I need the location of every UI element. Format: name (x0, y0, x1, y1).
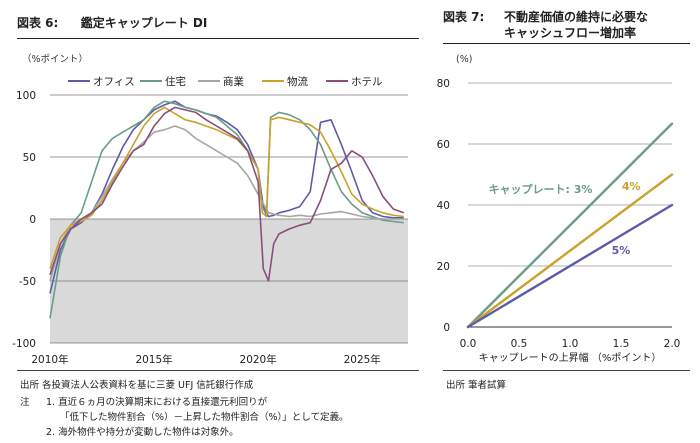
left-series-line-2 (49, 125, 404, 282)
right-figure-title-line2: キャッシュフロー増加率 (504, 26, 637, 40)
right-x-tick-label: 1.0 (562, 338, 579, 350)
right-figure-title-line1: 不動産価値の維持に必要な (504, 10, 649, 24)
left-figure-number: 図表 6: (17, 16, 59, 30)
left-source: 出所 各投資法人公表資料を基に三菱 UFJ 信託銀行作成 (20, 380, 254, 391)
left-note-label: 注 (20, 397, 30, 408)
legend-label-0: オフィス (93, 76, 135, 88)
left-y-tick-label: -100 (12, 338, 36, 350)
right-chart: (%) 0 20 40 60 80 0.0 0.5 1.0 1.5 2.0 キャップレート: 3… (437, 54, 681, 364)
left-note-1b: 「低下した物件割合（%）－上昇した物件割合（%）」として定義。 (60, 412, 349, 423)
right-series-line-0 (466, 122, 674, 329)
left-figure-title-text: 鑑定キャップレート DI (80, 16, 208, 30)
left-footer-rule (17, 370, 419, 371)
right-unit-label: (%) (456, 54, 472, 65)
right-series-group (466, 122, 674, 329)
left-note-2: 2. 海外物件や持分が変動した物件は対象外。 (46, 427, 239, 438)
left-y-tick-label: 50 (23, 152, 36, 164)
left-unit-label: （%ポイント） (22, 53, 88, 65)
right-source: 出所 筆者試算 (446, 380, 507, 391)
left-y-tick-label: 0 (29, 214, 36, 226)
left-x-tick-label: 2010年 (31, 353, 68, 366)
right-series-labels: キャップレート: 3% 4% 5% (489, 180, 641, 257)
right-y-tick-label: 60 (437, 139, 450, 151)
right-footer-rule (443, 370, 690, 371)
right-x-tick-label: 2.0 (664, 338, 681, 350)
left-note-1: 1. 直近６ヵ月の決算期末における直接還元利回りが (46, 397, 268, 408)
right-x-tick-label: 0.0 (460, 338, 477, 350)
left-x-ticks: 2010年 2015年 2020年 2025年 (31, 353, 380, 366)
right-series-label-2: 5% (612, 244, 631, 257)
right-x-axis-label: キャップレートの上昇幅 （%ポイント） (479, 351, 662, 364)
left-series-line-1 (49, 100, 404, 319)
right-x-tick-label: 1.5 (613, 338, 630, 350)
legend-label-3: 物流 (287, 75, 308, 88)
right-x-ticks: 0.0 0.5 1.0 1.5 2.0 (460, 338, 681, 350)
right-x-tick-label: 0.5 (511, 338, 528, 350)
left-figure-title: 図表 6: 鑑定キャップレート DI (17, 14, 207, 31)
left-y-tick-label: -50 (19, 276, 36, 288)
left-x-tick-label: 2015年 (135, 353, 172, 366)
left-chart: （%ポイント） -100 -50 0 50 100 2010年 2015年 2020年 202… (12, 53, 408, 366)
right-series-label-1: 4% (622, 180, 641, 193)
right-y-tick-label: 40 (437, 200, 450, 212)
right-y-tick-label: 0 (443, 322, 450, 334)
left-x-tick-label: 2025年 (344, 353, 381, 366)
left-series-group (49, 100, 405, 319)
left-x-tick-label: 2020年 (240, 353, 277, 366)
legend-label-1: 住宅 (165, 75, 186, 88)
right-gridlines (468, 82, 672, 328)
right-y-ticks: 0 20 40 60 80 (437, 78, 450, 334)
right-series-line-2 (466, 203, 674, 329)
right-series-line-1 (466, 173, 674, 329)
legend-label-2: 商業 (223, 75, 244, 88)
legend-label-4: ホテル (351, 76, 383, 88)
right-y-tick-label: 20 (437, 261, 450, 273)
right-title-rule (443, 43, 690, 44)
left-gridlines (50, 94, 408, 344)
right-y-tick-label: 80 (437, 78, 450, 90)
left-legend: オフィス 住宅 商業 物流 ホテル (68, 75, 383, 88)
right-series-label-0: キャップレート: 3% (489, 182, 593, 196)
left-y-tick-label: 100 (16, 90, 36, 102)
left-series-line-4 (49, 106, 405, 282)
left-y-ticks: -100 -50 0 50 100 (12, 90, 36, 350)
right-figure-number: 図表 7: (443, 10, 485, 24)
left-title-rule (17, 38, 419, 39)
left-series-line-0 (49, 100, 404, 294)
